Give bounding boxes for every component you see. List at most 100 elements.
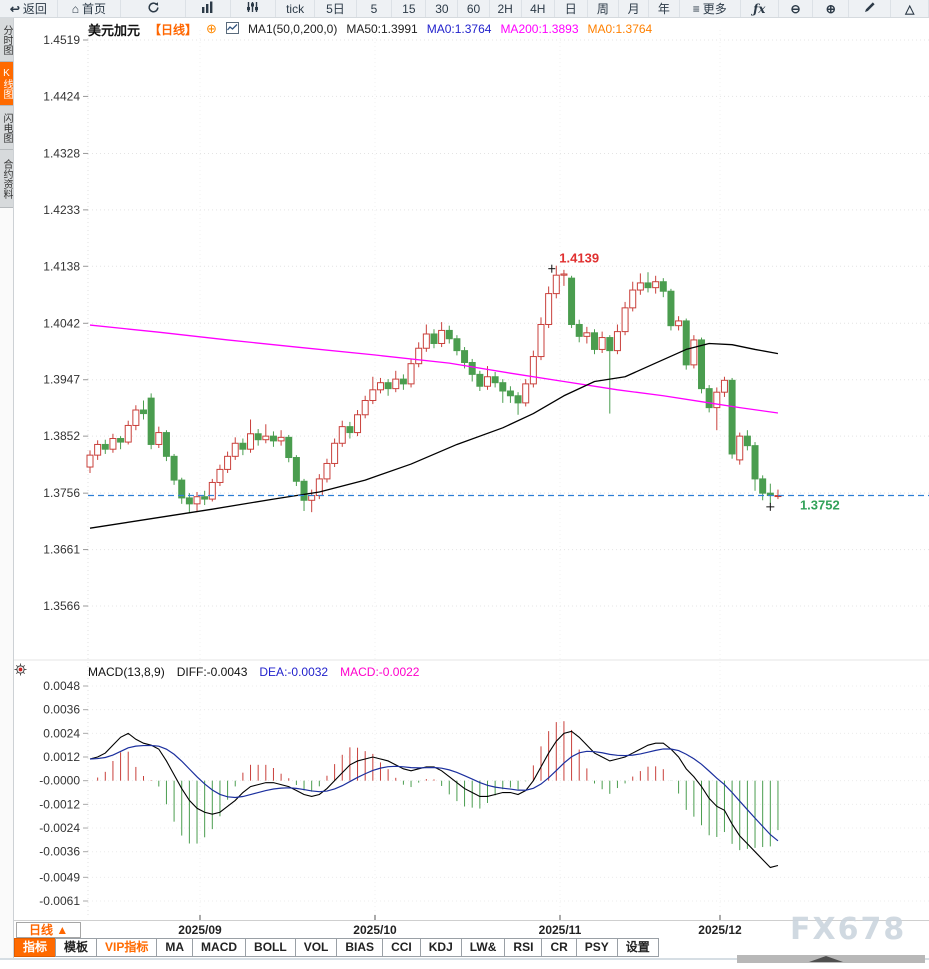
interval-4h-button-label: 4H	[530, 1, 546, 16]
macd-axis-label: 0.0012	[43, 750, 80, 764]
refresh-icon	[147, 1, 160, 17]
ma200-value: MA200:1.3893	[500, 22, 579, 36]
tab-macd[interactable]: MACD	[192, 938, 247, 957]
indicator-settings-icon[interactable]	[14, 663, 27, 681]
sidebar-tab-timeshare[interactable]: 分时图	[0, 18, 13, 62]
period-selector-button[interactable]: 日线 ▲	[16, 922, 82, 938]
interval-2h-button[interactable]: 2H	[490, 0, 522, 17]
horizontal-scrollbar[interactable]	[737, 955, 925, 963]
interval-5-button[interactable]: 5	[357, 0, 393, 17]
tab-indicator[interactable]: 指标	[14, 938, 57, 957]
interval-tick-button[interactable]: tick	[276, 0, 316, 17]
shapes-button[interactable]: △	[891, 0, 929, 17]
tab-bias[interactable]: BIAS	[336, 938, 384, 957]
interval-30-button[interactable]: 30	[426, 0, 459, 17]
macd-axis-label: 0.0036	[43, 703, 80, 717]
pencil-icon	[863, 1, 876, 17]
home-button-label: 首页	[81, 2, 106, 16]
price-axis-label: 1.4424	[43, 89, 80, 103]
back-button[interactable]: ↩ 返回	[0, 0, 58, 17]
interval-year-button[interactable]: 年	[649, 0, 680, 17]
interval-2h-button-label: 2H	[497, 1, 513, 16]
tab-boll[interactable]: BOLL	[245, 938, 296, 957]
macd-axis-label: -0.0049	[39, 870, 80, 884]
price-axis-label: 1.4328	[43, 146, 80, 160]
tab-settings[interactable]: 设置	[616, 938, 659, 957]
tab-cci[interactable]: CCI	[382, 938, 421, 957]
ma-settings-label: MA1(50,0,200,0)	[247, 22, 338, 36]
indicator-tabs-row: 指标 模板 VIP指标 MA MACD BOLL VOL BIAS CCI KDJ LW& RSI CR…	[14, 938, 659, 957]
interval-week-button[interactable]: 周	[588, 0, 619, 17]
tab-vol[interactable]: VOL	[294, 938, 338, 957]
chart-type-sidebar: 分时图 K线图 闪电图 合约资料	[0, 18, 14, 958]
sidebar-tab-contract-info[interactable]: 合约资料	[0, 150, 13, 208]
macd-dea-line	[89, 744, 779, 842]
zoom-out-icon: ⊖	[790, 1, 801, 16]
price-axis-label: 1.3756	[43, 486, 80, 500]
interval-month-button[interactable]: 月	[619, 0, 650, 17]
tab-kdj[interactable]: KDJ	[419, 938, 462, 957]
back-button-icon: ↩	[9, 1, 20, 16]
tab-lwr[interactable]: LW&	[460, 938, 506, 957]
chart-type-button[interactable]	[186, 0, 231, 17]
fx-button[interactable]: ƒx	[741, 0, 779, 17]
price-axis-label: 1.3852	[43, 429, 80, 443]
draw-button[interactable]	[849, 0, 892, 17]
tab-rsi[interactable]: RSI	[504, 938, 543, 957]
xaxis-month-label: 2025/09	[178, 923, 222, 937]
zoom-in-button[interactable]: ⊕	[813, 0, 850, 17]
more-button[interactable]: ≡ 更多	[680, 0, 741, 17]
tab-vip-indicator[interactable]: VIP指标	[96, 938, 158, 957]
home-button[interactable]: ⌂ 首页	[58, 0, 121, 17]
tab-cr[interactable]: CR	[541, 938, 577, 957]
symbol-name: 美元加元	[88, 22, 141, 38]
interval-15-button[interactable]: 15	[392, 0, 427, 17]
macd-dea-value: DEA:-0.0032	[259, 665, 329, 679]
interval-5-button-label: 5	[370, 1, 378, 16]
more-button-icon: ≡	[692, 1, 700, 16]
macd-axis-label: 0.0048	[43, 679, 80, 693]
zoom-out-button[interactable]: ⊖	[779, 0, 814, 17]
sidebar-tab-kline[interactable]: K线图	[0, 62, 13, 106]
tab-template[interactable]: 模板	[55, 938, 98, 957]
sidebar-tab-lightning[interactable]: 闪电图	[0, 106, 13, 150]
ma-lines	[89, 324, 779, 529]
zoom-in-icon: ⊕	[825, 1, 836, 16]
interval-15-button-label: 15	[402, 1, 416, 16]
xaxis-row: 日线 ▲ 2025/09 2025/10 2025/11 2025/12	[14, 920, 929, 938]
back-button-label: 返回	[22, 2, 47, 16]
interval-4h-button[interactable]: 4H	[522, 0, 555, 17]
add-indicator-button[interactable]: ⊕	[206, 21, 217, 36]
refresh-button[interactable]	[121, 0, 187, 17]
price-axis-label: 1.4519	[43, 33, 80, 47]
indicator-settings-button[interactable]	[231, 0, 276, 17]
mini-chart-icon	[225, 21, 239, 37]
tab-psy[interactable]: PSY	[575, 938, 618, 957]
interval-year-button-label: 年	[657, 2, 670, 16]
interval-week-button-label: 周	[596, 2, 609, 16]
macd-diff-value: DIFF:-0.0043	[176, 665, 248, 679]
price-axis-label: 1.4233	[43, 203, 80, 217]
xaxis-month-label: 2025/11	[538, 923, 582, 937]
ma0-blue-value: MA0:1.3764	[426, 22, 492, 36]
macd-header: MACD(13,8,9) DIFF:-0.0043 DEA:-0.0032 MA…	[88, 664, 419, 680]
macd-axis-label: -0.0024	[39, 821, 80, 835]
price-axis-label: 1.4138	[43, 259, 80, 273]
interval-day-button-label: 日	[564, 2, 577, 16]
interval-60-button[interactable]: 60	[458, 0, 490, 17]
interval-5d-button[interactable]: 5日	[315, 0, 357, 17]
ma0-orange-value: MA0:1.3764	[587, 22, 653, 36]
xaxis-month-label: 2025/10	[353, 923, 397, 937]
price-axis-label: 1.3661	[43, 543, 80, 557]
interval-5d-button-label: 5日	[326, 2, 345, 16]
bar-chart-icon	[201, 1, 214, 16]
tab-ma[interactable]: MA	[156, 938, 194, 957]
current-price-label: 1.3752	[800, 498, 840, 513]
bottom-divider	[0, 958, 929, 960]
top-toolbar: ↩ 返回 ⌂ 首页 tick 5日 5 15 30 60 2H 4H 日周月年 ≡ 更多 ƒx ⊖ ⊕ △	[0, 0, 929, 18]
interval-day-button[interactable]: 日	[555, 0, 588, 17]
scrollbar-arrow-icon[interactable]	[809, 956, 843, 962]
macd-params: MACD(13,8,9)	[88, 665, 165, 679]
